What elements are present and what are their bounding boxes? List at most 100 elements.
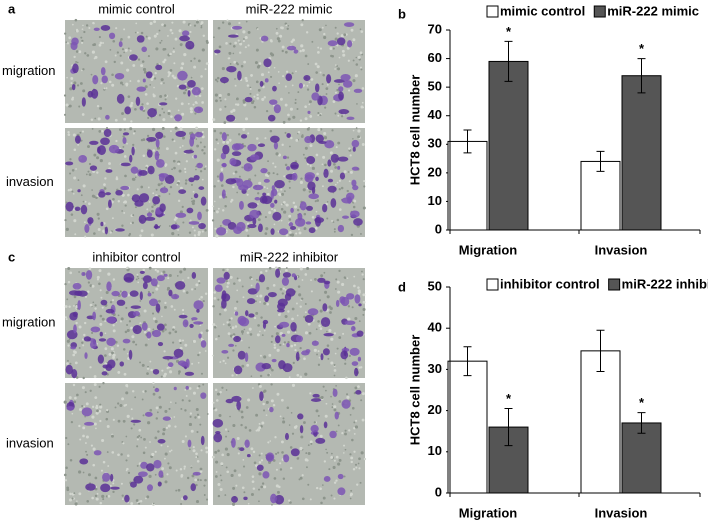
pore [304,303,307,305]
pore [275,484,279,488]
pore [138,502,141,505]
pore [236,191,239,194]
pore [169,185,173,189]
pore [87,170,90,173]
cell [283,454,290,463]
pore [360,68,363,71]
cell [115,228,125,232]
pore [105,87,108,90]
cell [138,170,148,176]
pore [179,467,183,471]
pore [92,22,95,25]
pore [233,282,236,285]
pore [278,313,281,317]
pore [333,369,337,372]
pore [147,116,150,120]
pore [153,20,157,24]
cell [231,25,243,30]
pore [202,383,205,386]
cell [139,291,143,301]
cell [144,411,153,417]
cell [178,84,187,90]
pore [93,383,97,387]
pore [70,82,73,85]
pore [274,436,277,439]
pore [201,131,204,134]
pore [349,497,352,500]
pore [149,21,153,26]
pore [120,61,124,65]
cell [219,76,229,84]
pore [323,131,327,136]
cell [193,174,200,181]
pore [153,386,155,389]
cell [158,470,164,478]
pore [126,352,129,355]
pore [111,434,114,438]
pore [227,93,231,96]
cell [158,173,169,178]
pore [114,406,117,409]
pore [300,44,304,48]
pore [363,179,366,183]
cell [286,133,291,139]
pore [283,210,287,214]
pore [333,230,336,233]
pore [171,21,174,24]
cell [146,484,153,492]
pore [119,81,123,85]
pore [98,409,102,413]
cell [305,349,311,354]
pore [198,351,201,354]
pore [195,456,198,459]
cell [257,223,263,233]
pore [343,33,347,37]
pore [288,499,291,502]
pore [255,311,259,315]
pore [78,346,81,349]
pore [161,329,165,333]
pore [235,97,239,101]
pore [271,368,274,372]
pore [284,315,288,319]
cell [187,439,192,448]
pore [163,111,166,114]
cell [255,282,260,292]
row-label: migration [2,63,55,78]
pore [212,305,215,308]
pore [136,445,139,448]
cell [346,116,355,121]
pore [300,177,303,180]
pore [228,318,231,322]
pore [180,503,183,506]
pore [91,50,95,54]
pore [324,106,327,109]
cell [334,411,339,420]
pore [137,277,140,280]
pore [338,400,342,403]
pore [246,193,249,196]
pore [141,398,144,401]
pore [354,386,358,390]
pore [158,113,162,117]
pore [294,349,297,352]
pore [83,321,87,325]
cell [77,189,81,193]
cell [270,135,280,143]
pore [112,39,116,43]
pore [166,288,170,291]
pore [313,348,317,352]
pore [143,331,147,334]
cell [178,314,188,319]
pore [63,94,67,97]
pore [195,500,200,504]
pore [287,24,290,27]
cell [338,109,349,115]
pore [265,109,269,113]
pore [350,489,353,492]
pore [161,126,165,130]
pore [217,335,220,338]
pore [121,494,124,497]
pore [168,450,172,453]
pore [279,97,283,101]
